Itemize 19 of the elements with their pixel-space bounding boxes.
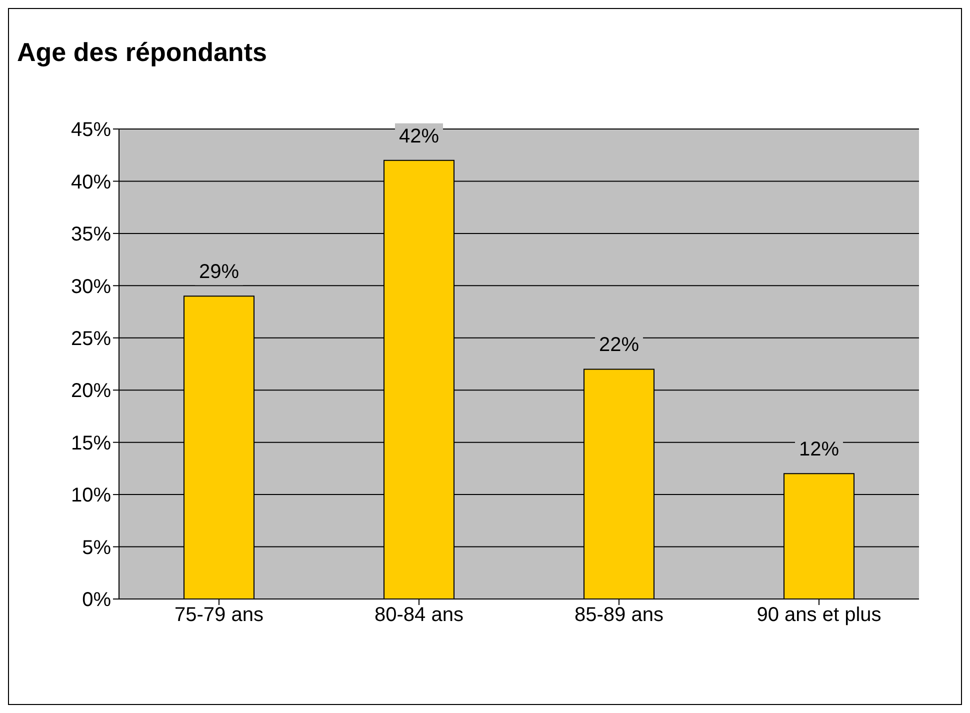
y-tick-label: 15% xyxy=(70,432,112,454)
y-tick-label: 40% xyxy=(70,171,112,194)
y-tick-label: 20% xyxy=(70,380,112,402)
x-tick-label: 75-79 ans xyxy=(174,604,264,626)
data-label: 22% xyxy=(598,334,640,356)
y-tick-label: 30% xyxy=(70,276,112,298)
y-tick-label: 10% xyxy=(70,484,112,507)
data-label: 29% xyxy=(198,261,240,284)
y-tick-label: 0% xyxy=(82,589,112,612)
y-tick-label: 35% xyxy=(70,224,112,246)
x-tick-label: 80-84 ans xyxy=(374,604,464,626)
x-tick-label: 90 ans et plus xyxy=(756,604,882,626)
y-tick-label: 25% xyxy=(70,328,112,350)
y-tick-label: 5% xyxy=(82,536,112,559)
data-label: 12% xyxy=(798,438,840,461)
x-tick-label: 85-89 ans xyxy=(574,604,664,626)
y-tick-label: 45% xyxy=(70,119,112,142)
data-label: 42% xyxy=(398,125,440,148)
chart-title: Age des répondants xyxy=(17,37,267,68)
